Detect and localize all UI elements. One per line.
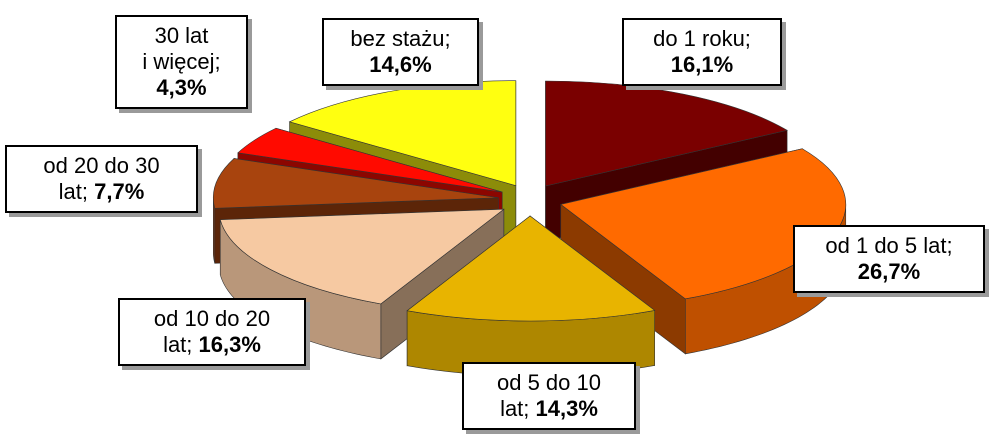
category-label: 30 lat i więcej; [142,23,221,74]
slice-top [288,80,517,187]
value-label: 4,3% [156,75,207,100]
data-label: od 5 do 10 lat; 14,3% [462,362,636,430]
category-label: od 5 do 10 lat; [497,370,601,421]
slice-top [219,208,505,305]
pie-slice [560,148,847,355]
value-label: 26,7% [857,259,921,284]
data-label: od 20 do 30 lat; 7,7% [5,145,198,213]
pie-slice [406,215,656,377]
category-label: bez stażu; [350,26,451,51]
slice-top [545,80,788,187]
value-label: 16,3% [198,332,261,357]
value-label: 14,6% [369,52,432,77]
data-label: 30 lat i więcej; 4,3% [115,15,248,109]
slice-top [213,158,499,209]
data-label: bez stażu; 14,6% [322,18,479,86]
value-label: 14,3% [535,396,598,421]
category-label: od 10 do 20 lat; [153,306,271,357]
value-label: 7,7% [94,179,145,204]
slice-top [237,127,503,193]
category-label: od 1 do 5 lat; [825,233,953,258]
data-label: od 1 do 5 lat; 26,7% [793,225,985,293]
data-label: od 10 do 20 lat; 16,3% [118,298,306,366]
value-label: 16,1% [670,52,734,77]
category-label: do 1 roku; [653,26,751,51]
category-label: od 20 do 30 lat; [43,153,160,204]
data-label: do 1 roku; 16,1% [622,18,782,86]
slice-top [406,215,656,322]
